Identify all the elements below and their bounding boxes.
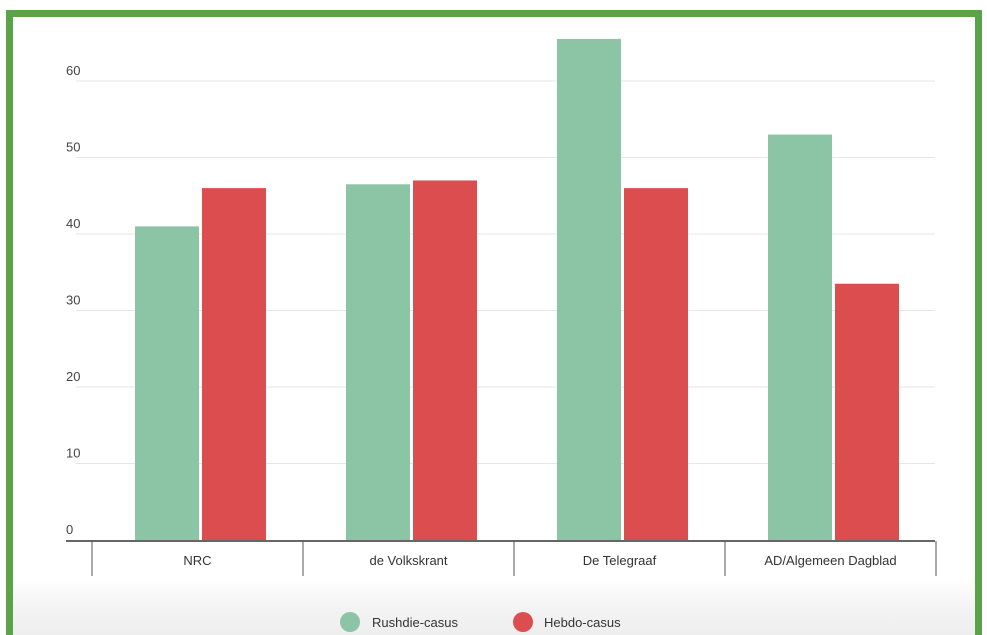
bar-rushdie <box>346 184 410 540</box>
legend-swatch[interactable] <box>340 612 360 632</box>
bar-hebdo <box>835 283 899 540</box>
y-tick-label: 60 <box>66 63 80 78</box>
y-tick-label: 40 <box>66 216 80 231</box>
x-tick-label: De Telegraaf <box>583 553 657 568</box>
legend-label[interactable]: Rushdie-casus <box>372 615 458 630</box>
legend-label[interactable]: Hebdo-casus <box>544 615 621 630</box>
bar-rushdie <box>135 226 199 540</box>
y-tick-label: 10 <box>66 446 80 461</box>
x-tick-label: AD/Algemeen Dagblad <box>764 553 896 568</box>
legend-band <box>13 578 975 635</box>
bar-hebdo <box>413 180 477 540</box>
x-tick-label: NRC <box>183 553 211 568</box>
bars <box>135 38 899 541</box>
y-tick-label: 20 <box>66 369 80 384</box>
bar-hebdo <box>624 188 688 540</box>
y-axis-ticks: 0 10 20 30 40 50 60 <box>66 63 80 537</box>
bar-rushdie <box>768 134 832 541</box>
y-tick-label: 30 <box>66 293 80 308</box>
x-tick-label: de Volkskrant <box>369 553 447 568</box>
bar-hebdo <box>202 188 266 540</box>
y-tick-label: 50 <box>66 140 80 155</box>
legend[interactable]: Rushdie-casus Hebdo-casus <box>340 612 621 632</box>
legend-swatch[interactable] <box>513 612 533 632</box>
x-axis: NRC de Volkskrant De Telegraaf AD/Algemeen … <box>66 540 937 576</box>
bar-rushdie <box>557 38 621 541</box>
y-tick-label: 0 <box>66 522 73 537</box>
